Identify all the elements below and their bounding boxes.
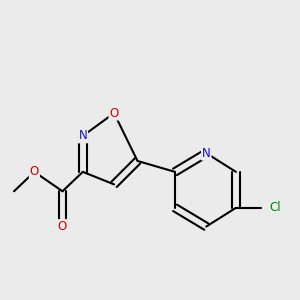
Text: N: N <box>202 147 211 160</box>
Text: O: O <box>110 106 119 120</box>
Text: O: O <box>58 220 67 233</box>
Text: O: O <box>30 165 39 178</box>
Text: N: N <box>78 129 87 142</box>
Text: Cl: Cl <box>269 201 281 214</box>
